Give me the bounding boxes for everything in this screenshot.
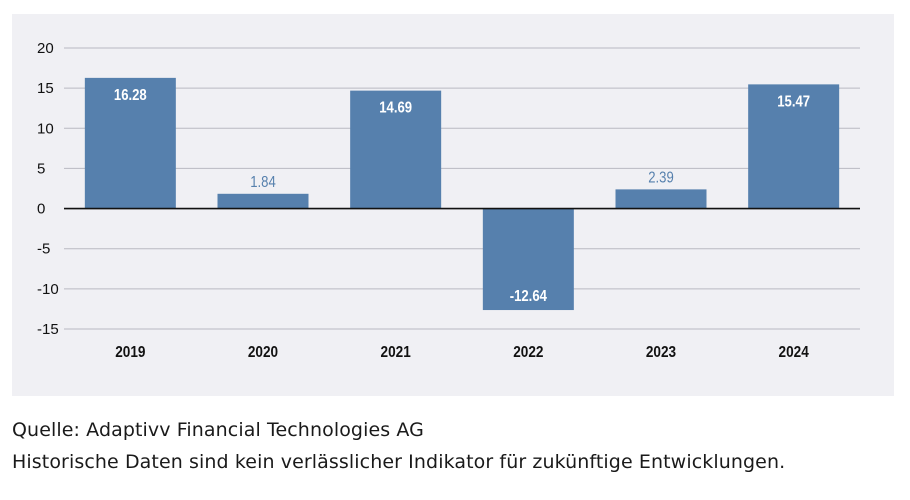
bar-value-label: 15.47 [777, 93, 810, 110]
y-tick-label: 10 [37, 120, 54, 137]
bar-value-label: 1.84 [250, 174, 276, 191]
x-category-label: 2024 [779, 344, 810, 361]
source-note: Quelle: Adaptivv Financial Technologies … [12, 419, 424, 441]
y-tick-label: 5 [37, 160, 45, 177]
x-category-label: 2021 [381, 344, 411, 361]
y-tick-label: -10 [37, 281, 59, 298]
bar-value-label: -12.64 [510, 288, 548, 305]
disclaimer-note: Historische Daten sind kein verlässliche… [12, 451, 786, 473]
bar [482, 208, 574, 311]
footnotes: Quelle: Adaptivv Financial Technologies … [12, 414, 902, 478]
x-category-label: 2019 [115, 344, 145, 361]
bar [748, 84, 840, 209]
bar [350, 90, 442, 209]
y-tick-label: 20 [37, 40, 54, 57]
y-tick-label: -15 [37, 321, 59, 338]
x-category-label: 2020 [248, 344, 278, 361]
x-category-label: 2023 [646, 344, 676, 361]
bar [217, 193, 309, 209]
y-tick-label: 0 [37, 201, 45, 218]
x-category-label: 2022 [513, 344, 543, 361]
bar-value-label: 16.28 [114, 87, 147, 104]
bar-chart: 20 15 10 5 0 -5 -10 -15 16.28 2019 1.84 2020 14.69 20… [37, 40, 860, 361]
y-tick-label: 15 [37, 80, 54, 97]
bar-value-label: 2.39 [648, 169, 674, 186]
bar [615, 189, 707, 209]
chart-panel: 20 15 10 5 0 -5 -10 -15 16.28 2019 1.84 2020 14.69 20… [12, 14, 894, 396]
bar [84, 77, 176, 209]
y-tick-label: -5 [37, 241, 50, 258]
bar-value-label: 14.69 [379, 100, 412, 117]
